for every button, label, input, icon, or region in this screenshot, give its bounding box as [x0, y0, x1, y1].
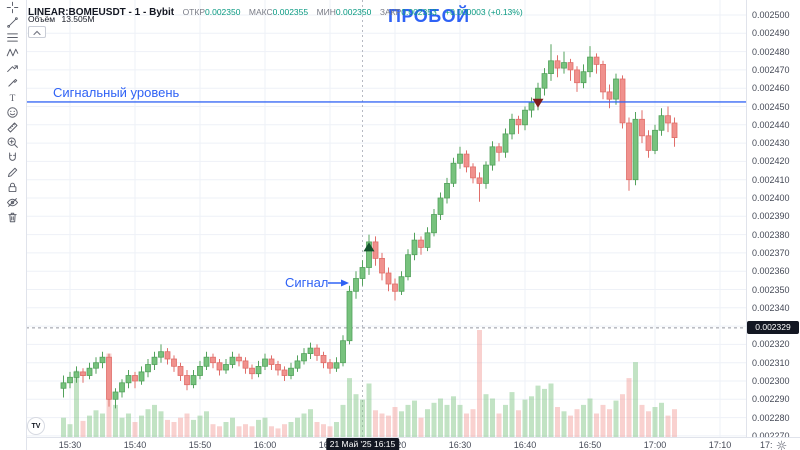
- time-axis-label: 17:10: [708, 440, 732, 450]
- tradingview-logo[interactable]: TV: [27, 417, 45, 435]
- price-axis-label: 0.002380: [752, 229, 790, 240]
- price-axis[interactable]: 0.002500 0.002490 0.002480 0.002470 0.002460…: [746, 0, 800, 441]
- lock-icon[interactable]: [0, 180, 24, 195]
- measure-icon[interactable]: [0, 120, 24, 135]
- axis-settings-button[interactable]: [776, 438, 787, 450]
- time-axis-label: 16:00: [253, 440, 277, 450]
- price-axis-label: 0.002400: [752, 193, 790, 203]
- price-axis-label: 0.002270: [752, 430, 790, 441]
- candlestick-chart[interactable]: [0, 0, 746, 437]
- fib-retracement-icon[interactable]: [0, 30, 24, 45]
- volume-label[interactable]: Объём: [28, 14, 56, 24]
- drawing-toolbar: T: [0, 0, 27, 450]
- change-value: +0.000003 (+0.13%): [445, 7, 523, 17]
- close-label: ЗАКР: [379, 7, 402, 17]
- price-axis-label: 0.002320: [752, 339, 790, 350]
- time-axis-label: 15:40: [123, 440, 147, 450]
- signal-level-label[interactable]: Сигнальный уровень: [53, 85, 180, 100]
- price-axis-label: 0.002440: [752, 119, 790, 130]
- price-axis-label: 0.002350: [752, 284, 790, 295]
- chevron-up-icon: [33, 23, 41, 41]
- crosshair-icon[interactable]: [0, 0, 24, 15]
- price-axis-label: 0.002470: [752, 64, 790, 75]
- close-value: 0.002353: [401, 7, 437, 17]
- time-axis-label: 15:50: [188, 440, 212, 450]
- price-axis-label: 0.002410: [752, 174, 790, 185]
- crosshair-time-badge: 21 Май '25 16:15: [325, 438, 400, 450]
- price-axis-label: 0.002460: [752, 83, 790, 94]
- settings-gear-icon: [776, 438, 787, 450]
- brush-icon[interactable]: [0, 75, 24, 90]
- time-axis-label: 16:50: [578, 440, 602, 450]
- low-label: МИН: [316, 7, 336, 17]
- price-axis-label: 0.002300: [752, 376, 790, 386]
- time-axis-label: 17:00: [643, 440, 667, 450]
- forecast-icon[interactable]: [0, 60, 24, 75]
- volume-value: 13.505M: [61, 14, 95, 24]
- price-axis-label: 0.002290: [752, 394, 790, 405]
- open-label: ОТКР: [182, 7, 205, 17]
- price-axis-label: 0.002360: [752, 266, 790, 277]
- symbol-title[interactable]: LINEAR:BOMEUSDT - 1 - Bybit: [28, 7, 175, 18]
- high-label: МАКС: [248, 7, 273, 17]
- time-axis[interactable]: 15:3015:4015:5016:0016:1016:2016:3016:40…: [0, 437, 800, 450]
- trash-icon[interactable]: [0, 210, 24, 225]
- time-axis-label: 16:40: [513, 440, 537, 450]
- breakout-title-annotation: ПРОБОЙ: [388, 6, 470, 26]
- emoji-icon[interactable]: [0, 105, 24, 120]
- price-axis-label: 0.002370: [752, 247, 790, 258]
- symbol-legend: LINEAR:BOMEUSDT - 1 - Bybit ОТКР0.002350…: [28, 2, 523, 20]
- price-axis-label: 0.002500: [752, 10, 790, 20]
- pattern-icon[interactable]: [0, 45, 24, 60]
- price-axis-label: 0.002430: [752, 138, 790, 149]
- price-axis-label: 0.002280: [752, 412, 790, 423]
- hide-icon[interactable]: [0, 195, 24, 210]
- time-axis-label-partial: 17:: [760, 440, 773, 450]
- price-axis-label: 0.002420: [752, 156, 790, 167]
- time-axis-label: 16:30: [448, 440, 472, 450]
- price-axis-label: 0.002450: [752, 101, 790, 112]
- last-price-badge: 0.002329: [747, 321, 799, 334]
- low-value: 0.002350: [335, 7, 372, 17]
- draw-icon[interactable]: [0, 165, 24, 180]
- price-axis-label: 0.002490: [752, 28, 790, 39]
- volume-legend: Объём 13.505M: [28, 14, 95, 24]
- trendline-icon[interactable]: [0, 15, 24, 30]
- time-axis-label: 15:30: [58, 440, 82, 450]
- svg-text:T: T: [9, 94, 15, 104]
- open-value: 0.002350: [205, 7, 241, 17]
- magnet-icon[interactable]: [0, 150, 24, 165]
- zoom-in-icon[interactable]: [0, 135, 24, 150]
- high-value: 0.002355: [272, 7, 309, 17]
- price-axis-label: 0.002390: [752, 211, 790, 222]
- legend-collapse-button[interactable]: [28, 26, 46, 38]
- price-axis-label: 0.002480: [752, 46, 790, 57]
- text-icon[interactable]: T: [0, 90, 24, 105]
- price-axis-label: 0.002310: [752, 357, 790, 368]
- signal-label[interactable]: Сигнал: [285, 275, 329, 290]
- price-axis-label: 0.002340: [752, 302, 790, 313]
